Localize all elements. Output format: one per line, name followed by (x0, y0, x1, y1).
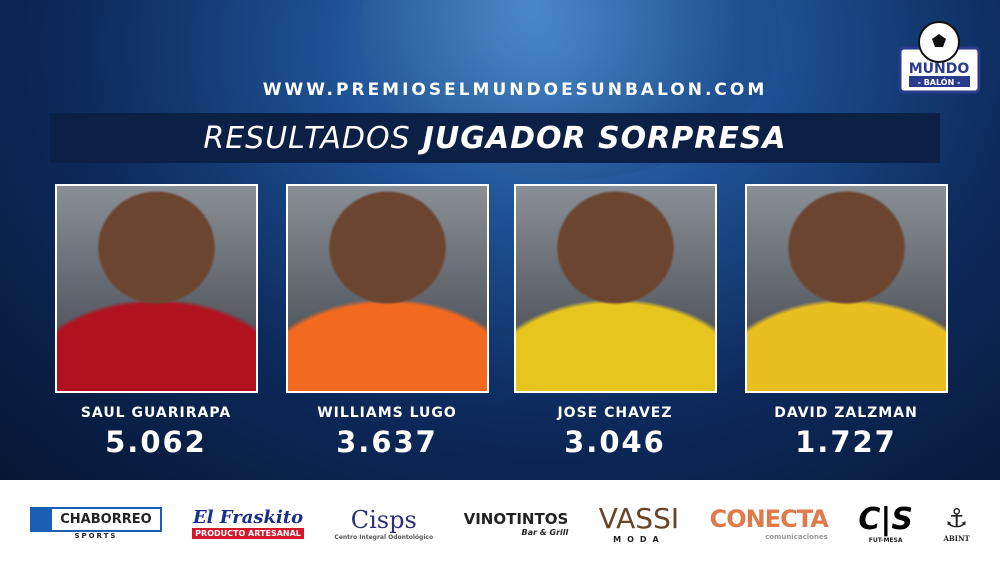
player-name: SAUL GUARIRAPA (80, 405, 232, 421)
website-url: WWW.PREMIOSELMUNDOESUNBALON.COM (262, 80, 768, 100)
player-name: WILLIAMS LUGO (317, 405, 457, 421)
sponsor-logo: Cisps Centro Integral Odontológico (334, 505, 434, 541)
svg-text:- BALÓN -: - BALÓN - (918, 76, 961, 87)
sponsor-logo: VINOTINTOS Bar & Grill (463, 509, 569, 537)
player-votes: 3.637 (336, 425, 438, 459)
title-banner: RESULTADOS JUGADOR SORPRESA (50, 113, 940, 163)
player-photo (286, 184, 489, 393)
player-name: DAVID ZALZMAN (774, 405, 918, 421)
sponsor-logo: ⚓ ABINT (943, 503, 970, 543)
sponsor-logo: VASSI MODA (598, 502, 680, 544)
title-light: RESULTADOS (203, 120, 411, 156)
player-votes: 5.062 (105, 425, 207, 459)
sponsor-logo: CHABORREO SPORTS (30, 506, 162, 540)
player-votes: 3.046 (564, 425, 666, 459)
svg-text:MUNDO: MUNDO (909, 61, 970, 77)
player-photo (745, 184, 948, 393)
mundo-balon-logo: MUNDO - BALÓN - (897, 18, 982, 94)
player-name: JOSE CHAVEZ (557, 405, 673, 421)
player-photo (514, 184, 717, 393)
sponsor-bar: CHABORREO SPORTS El Fraskito PRODUCTO ARTE… (0, 480, 1000, 566)
player-photo (55, 184, 258, 393)
sponsor-logo: C|S FUT-MESA (858, 502, 913, 544)
anchor-icon: ⚓ (944, 503, 969, 534)
player-votes: 1.727 (795, 425, 897, 459)
title-bold: JUGADOR SORPRESA (422, 120, 787, 156)
sponsor-logo: El Fraskito PRODUCTO ARTESANAL (192, 507, 304, 539)
sponsor-logo: CONECTA comunicaciones (709, 505, 829, 541)
